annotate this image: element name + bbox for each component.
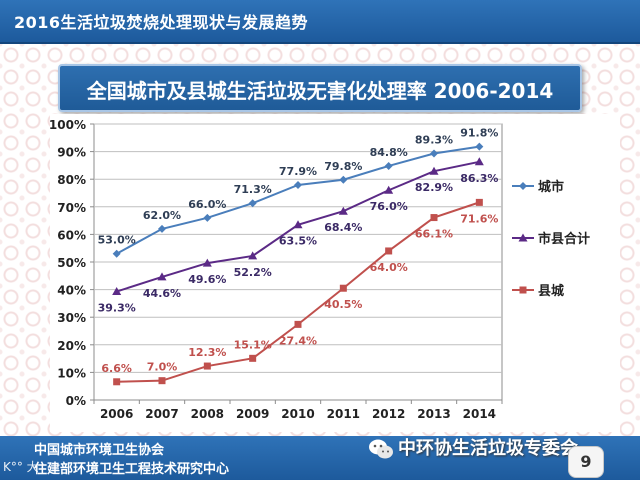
data-point-triangle: [293, 220, 303, 229]
data-point-square: [249, 354, 257, 362]
data-point-diamond: [294, 180, 302, 189]
y-tick-label: 100%: [49, 118, 86, 132]
data-point-triangle: [474, 157, 484, 166]
data-point-square: [519, 286, 527, 294]
footer-org-2: 住建部环境卫生工程技术研究中心: [34, 462, 230, 477]
data-label: 71.3%: [234, 183, 272, 196]
x-tick-label: 2012: [372, 407, 405, 421]
y-tick-label: 20%: [57, 339, 86, 353]
data-label: 44.6%: [143, 287, 181, 300]
data-label: 66.0%: [188, 198, 226, 211]
x-tick-label: 2011: [327, 407, 360, 421]
footer-org-1: 中国城市环境卫生协会: [34, 443, 165, 458]
data-point-diamond: [203, 213, 212, 222]
wechat-icon: [369, 439, 393, 459]
data-label: 6.6%: [101, 362, 132, 375]
data-point-triangle: [157, 272, 167, 281]
data-label: 86.3%: [460, 172, 498, 185]
page-number: 9: [568, 446, 604, 478]
data-point-triangle: [338, 206, 348, 215]
data-label: 7.0%: [147, 361, 178, 374]
y-tick-label: 80%: [57, 173, 86, 187]
data-label: 66.1%: [415, 228, 453, 241]
data-label: 79.8%: [324, 160, 362, 173]
x-tick-label: 2009: [236, 407, 269, 421]
data-label: 15.1%: [234, 338, 272, 351]
y-tick-label: 0%: [66, 394, 86, 408]
y-tick-label: 60%: [57, 228, 86, 242]
data-label: 49.6%: [188, 273, 226, 286]
data-point-square: [475, 198, 483, 206]
data-point-square: [430, 214, 438, 222]
data-point-diamond: [430, 149, 438, 158]
x-tick-label: 2010: [281, 407, 314, 421]
legend-label: 城市: [538, 179, 564, 195]
data-label: 82.9%: [415, 181, 453, 194]
footer-bar: 中国城市环境卫生协会 住建部环境卫生工程技术研究中心: [0, 436, 640, 480]
legend-label: 县城: [538, 283, 564, 299]
data-label: 91.8%: [460, 127, 498, 140]
data-label: 52.2%: [234, 266, 272, 279]
legend-label: 市县合计: [538, 231, 590, 247]
chart-title-banner: 全国城市及县城生活垃圾无害化处理率 2006-2014: [58, 64, 582, 112]
y-tick-label: 40%: [57, 284, 86, 298]
data-point-triangle: [202, 258, 212, 267]
wechat-account-name: 中环协生活垃圾专委会: [398, 438, 578, 459]
x-tick-label: 2013: [417, 407, 450, 421]
data-point-square: [385, 247, 393, 255]
data-label: 71.6%: [460, 212, 498, 225]
data-label: 77.9%: [279, 165, 317, 178]
wechat-watermark: 中环协生活垃圾专委会: [368, 434, 578, 460]
y-tick-label: 30%: [57, 311, 86, 325]
x-tick-label: 2006: [100, 407, 133, 421]
y-tick-label: 70%: [57, 201, 86, 215]
data-point-triangle: [112, 287, 122, 296]
x-tick-label: 2007: [145, 407, 178, 421]
data-point-square: [339, 284, 347, 292]
data-point-diamond: [158, 224, 166, 233]
corner-mark: K°° 大: [3, 460, 39, 474]
y-tick-label: 10%: [57, 366, 86, 380]
data-label: 63.5%: [279, 235, 317, 248]
data-point-diamond: [339, 175, 348, 184]
data-label: 68.4%: [324, 221, 362, 234]
data-point-square: [113, 378, 121, 386]
data-label: 39.3%: [98, 302, 136, 315]
data-label: 53.0%: [98, 234, 136, 247]
data-point-triangle: [518, 233, 528, 242]
data-point-diamond: [384, 161, 393, 170]
data-point-triangle: [429, 166, 439, 175]
data-point-diamond: [248, 199, 257, 208]
data-label: 12.3%: [188, 346, 226, 359]
y-tick-label: 90%: [57, 146, 86, 160]
chart-title: 全国城市及县城生活垃圾无害化处理率 2006-2014: [86, 79, 554, 103]
data-label: 40.5%: [324, 298, 362, 311]
data-point-square: [158, 377, 166, 385]
data-label: 84.8%: [370, 146, 408, 159]
data-point-square: [203, 362, 211, 370]
data-point-diamond: [112, 249, 121, 258]
y-tick-label: 50%: [57, 256, 86, 270]
x-tick-label: 2014: [463, 407, 496, 421]
data-label: 62.0%: [143, 209, 181, 222]
line-chart: 0% 10% 20% 30% 40% 50% 60% 70% 80% 90% 100% 2006 20…: [48, 118, 591, 421]
x-tick-label: 2008: [191, 407, 224, 421]
data-point-triangle: [248, 251, 258, 260]
data-point-diamond: [475, 142, 484, 151]
presentation-title: 2016生活垃圾焚烧处理现状与发展趋势: [14, 13, 309, 32]
data-label: 64.0%: [370, 261, 408, 274]
data-label: 89.3%: [415, 134, 453, 147]
data-label: 76.0%: [370, 200, 408, 213]
title-bar: 2016生活垃圾焚烧处理现状与发展趋势: [0, 0, 640, 44]
data-label: 27.4%: [279, 334, 317, 347]
data-point-diamond: [519, 182, 527, 190]
data-point-triangle: [384, 185, 394, 194]
data-point-square: [294, 320, 302, 328]
